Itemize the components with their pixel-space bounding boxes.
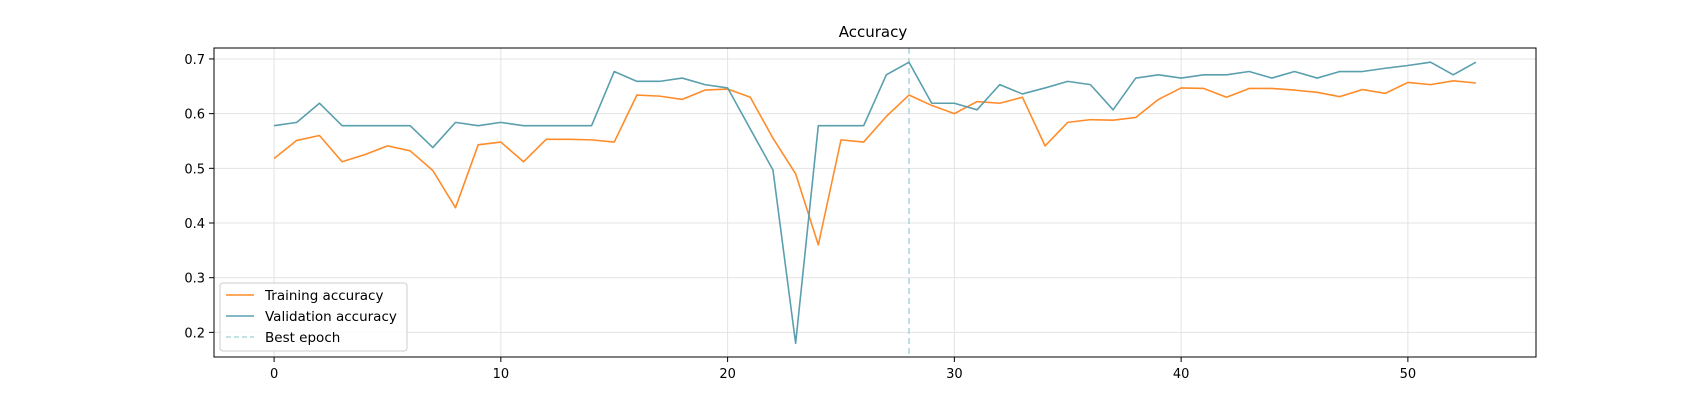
legend-label-validation: Validation accuracy	[265, 309, 397, 325]
legend-label-training: Training accuracy	[264, 288, 383, 304]
x-tick-label: 40	[1173, 367, 1190, 382]
chart-title: Accuracy	[839, 23, 908, 41]
legend-label-best-epoch: Best epoch	[265, 330, 340, 346]
x-tick-label: 30	[946, 367, 963, 382]
legend: Training accuracy Validation accuracy Be…	[219, 282, 408, 352]
x-tick-label: 0	[270, 367, 278, 382]
y-tick-label: 0.2	[184, 326, 205, 341]
y-tick-label: 0.7	[184, 53, 205, 68]
y-tick-label: 0.6	[184, 108, 205, 123]
validation-accuracy-line	[273, 61, 1477, 345]
y-tick-label: 0.3	[184, 272, 205, 287]
x-axis: 0 10 20 30 40 50	[270, 357, 1416, 382]
x-tick-label: 50	[1400, 367, 1417, 382]
y-tick-label: 0.5	[184, 162, 205, 177]
plot-frame	[213, 47, 1537, 358]
x-tick-label: 10	[493, 367, 510, 382]
training-accuracy-line	[273, 80, 1476, 246]
y-axis: 0.2 0.3 0.4 0.5 0.6 0.7	[184, 53, 214, 341]
series-layer	[273, 61, 1477, 345]
legend-box	[219, 282, 408, 352]
grid	[214, 48, 1536, 357]
y-tick-label: 0.4	[184, 217, 205, 232]
x-tick-label: 20	[719, 367, 736, 382]
